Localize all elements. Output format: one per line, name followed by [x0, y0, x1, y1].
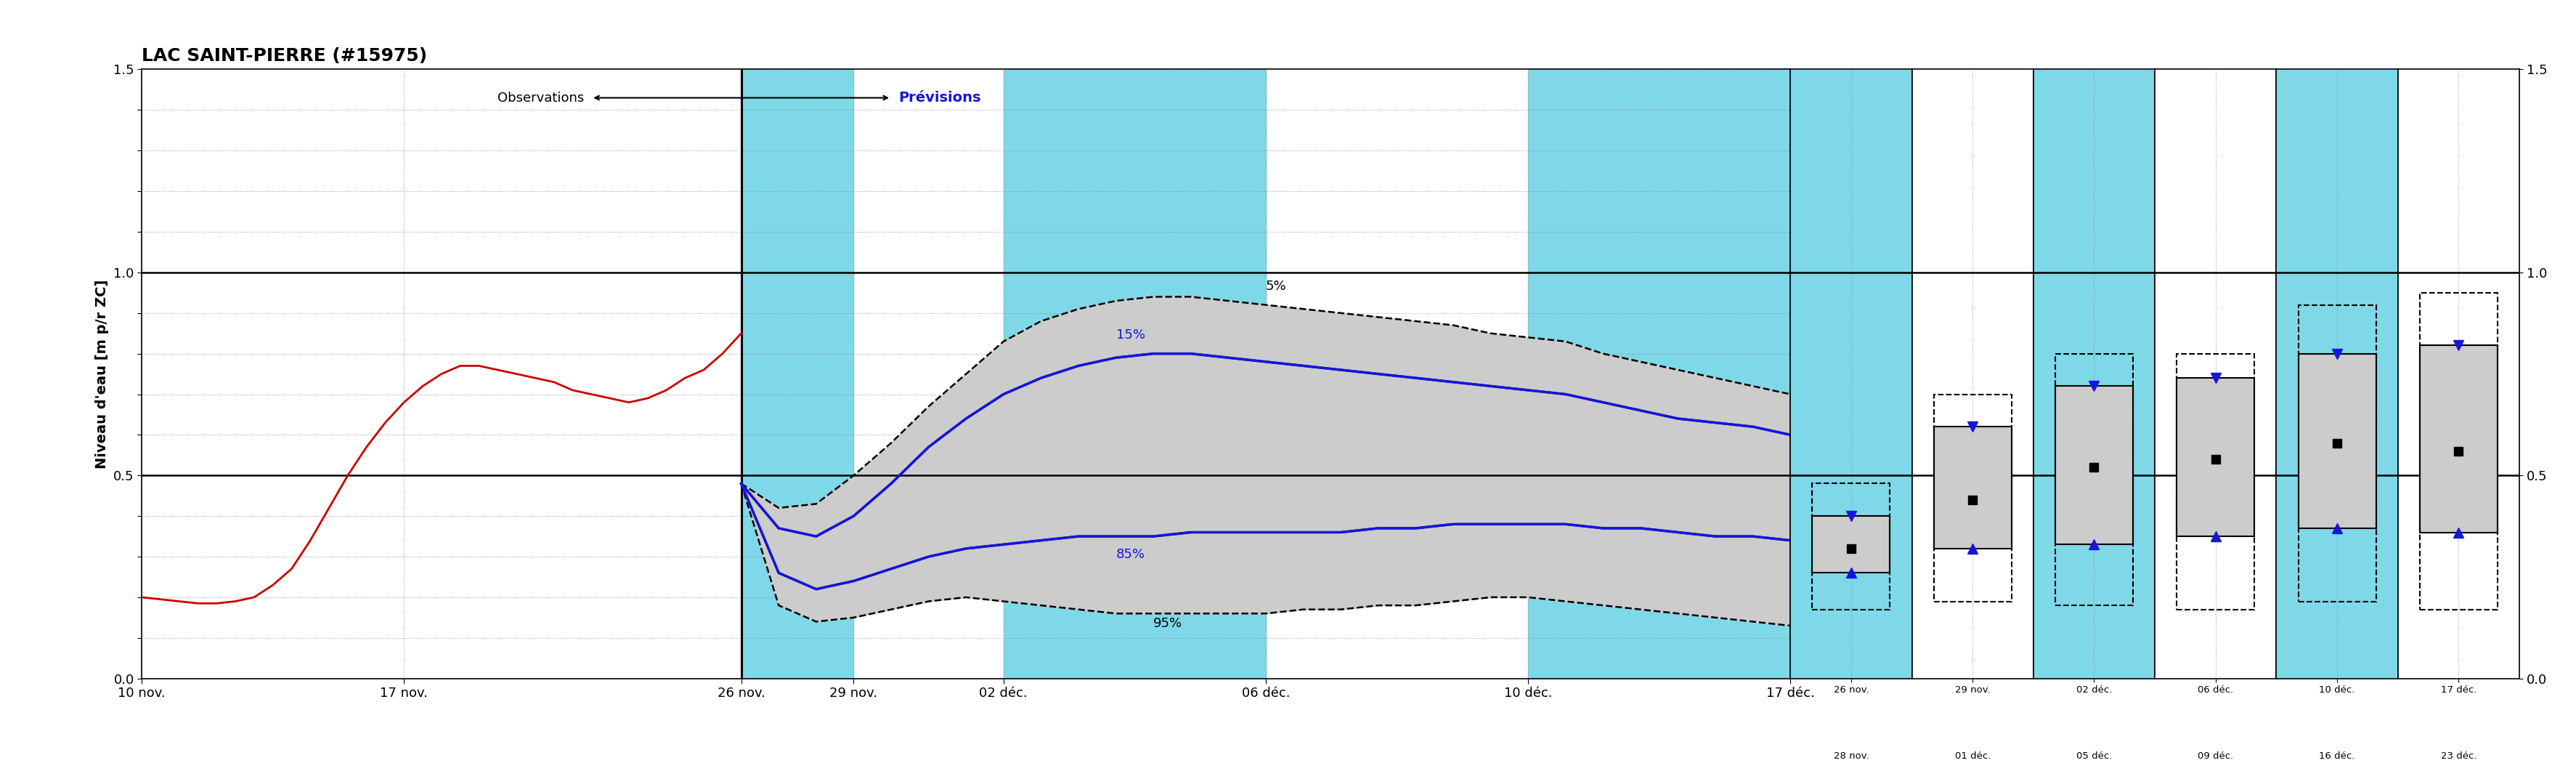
Bar — [1935, 394, 2012, 601]
Bar — [1005, 69, 1265, 678]
Text: LAC SAINT-PIERRE (#15975): LAC SAINT-PIERRE (#15975) — [142, 48, 428, 65]
Bar — [2056, 354, 2133, 605]
Bar — [1528, 69, 1790, 678]
Text: 15%: 15% — [1115, 328, 1144, 342]
Bar — [1935, 426, 2012, 548]
Bar — [2419, 293, 2499, 609]
Text: Observations: Observations — [497, 91, 585, 104]
Bar — [2177, 378, 2254, 537]
Bar — [2177, 354, 2254, 609]
Bar — [2298, 354, 2375, 528]
Text: 5%: 5% — [1265, 280, 1285, 293]
Bar — [2298, 305, 2375, 601]
Bar — [1814, 516, 1891, 573]
Bar — [1814, 483, 1891, 609]
Text: 95%: 95% — [1154, 617, 1182, 630]
Text: 28 nov.: 28 nov. — [1834, 752, 1868, 761]
Y-axis label: Niveau d'eau [m p/r ZC]: Niveau d'eau [m p/r ZC] — [95, 279, 108, 469]
Text: 01 déc.: 01 déc. — [1955, 752, 1991, 761]
Text: 85%: 85% — [1115, 547, 1144, 561]
Bar — [742, 69, 853, 678]
Text: 16 déc.: 16 déc. — [2318, 752, 2354, 761]
Bar — [2419, 345, 2499, 532]
Text: 05 déc.: 05 déc. — [2076, 752, 2112, 761]
Bar — [2056, 386, 2133, 544]
Text: 23 déc.: 23 déc. — [2439, 752, 2476, 761]
Text: 09 déc.: 09 déc. — [2197, 752, 2233, 761]
Text: Prévisions: Prévisions — [899, 91, 981, 105]
